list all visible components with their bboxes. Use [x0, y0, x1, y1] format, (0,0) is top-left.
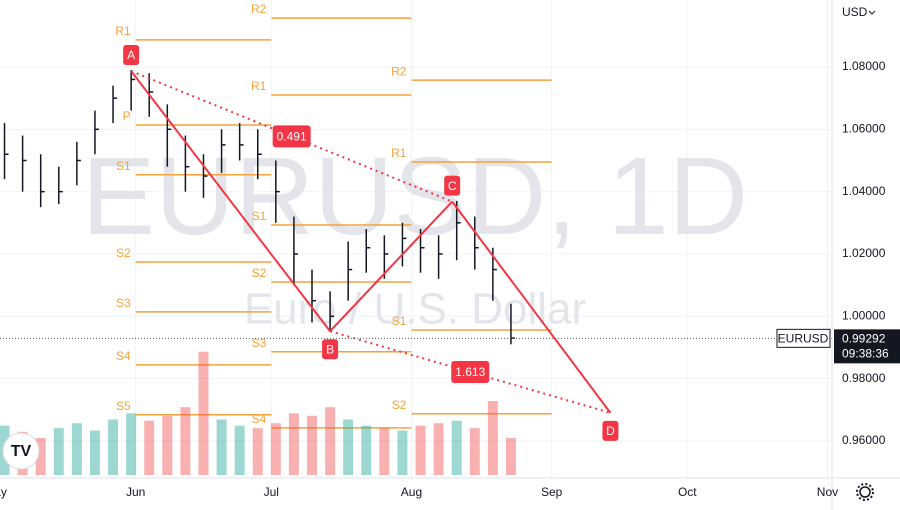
volume-bar — [89, 430, 100, 475]
volume-bar — [35, 438, 46, 475]
volume-bar — [270, 423, 281, 475]
volume-bar — [71, 423, 82, 475]
pivot-label: S2 — [252, 266, 267, 280]
volume-bar — [325, 407, 336, 475]
pivot-label: P — [123, 109, 131, 123]
volume-bar — [252, 428, 263, 475]
point-badge — [602, 420, 619, 441]
ratio-badge — [451, 361, 490, 384]
pivot-label: R1 — [391, 146, 407, 160]
pivot-label: S4 — [252, 412, 267, 426]
y-tick-label: 1.00000 — [842, 308, 886, 322]
volume-bar — [451, 420, 462, 475]
volume-bar — [234, 425, 245, 475]
point-label: B — [326, 342, 334, 356]
pattern-leg — [329, 200, 453, 332]
price-label: 0.99292 — [842, 332, 886, 346]
volume-bar — [307, 415, 317, 475]
ratio-badge — [272, 125, 311, 148]
volume-bar — [397, 430, 408, 475]
dropdown-icon[interactable] — [868, 10, 876, 15]
pivot-label: S1 — [116, 159, 131, 173]
pivot-label: S3 — [116, 296, 131, 310]
pivot-label: R1 — [251, 79, 267, 93]
volume-bar — [216, 419, 227, 475]
point-badge — [123, 45, 140, 66]
logo-circle — [2, 432, 40, 470]
logo: TV — [2, 432, 40, 470]
y-tick-label: 1.02000 — [842, 246, 886, 260]
y-tick-label: 1.04000 — [842, 184, 886, 198]
pivot-label: R1 — [115, 24, 131, 38]
y-tick-label: 1.08000 — [842, 59, 886, 73]
pattern-leg — [130, 70, 331, 332]
gear-teeth[interactable] — [856, 483, 874, 501]
volume-bar — [144, 420, 155, 475]
x-tick-label: Jul — [264, 485, 279, 499]
x-tick-label: Nov — [817, 485, 838, 499]
symbol-label: EURUSD — [778, 332, 829, 346]
volume-bar — [433, 423, 444, 475]
volume-bar — [361, 425, 372, 475]
point-label: D — [606, 424, 615, 438]
volume-bar — [343, 419, 354, 475]
pivot-label: S5 — [116, 399, 131, 413]
y-tick-label: 1.06000 — [842, 121, 886, 135]
watermark-description: Euro / U.S. Dollar — [244, 285, 586, 334]
volume-bar — [198, 351, 209, 475]
pivot-label: S1 — [392, 314, 407, 328]
x-tick-label: Sep — [541, 485, 563, 499]
x-tick-label: May — [0, 485, 7, 499]
x-tick-label: Aug — [401, 485, 422, 499]
volume-bar — [415, 425, 426, 475]
grid — [0, 0, 832, 478]
y-tick-label: 0.98000 — [842, 371, 886, 385]
point-label: A — [127, 48, 135, 62]
point-badge — [322, 339, 339, 360]
volume-bar — [379, 428, 390, 475]
volume-bar — [162, 415, 173, 475]
countdown-label: 09:38:36 — [842, 347, 889, 361]
volume-bar — [487, 401, 498, 475]
point-label: C — [448, 179, 457, 193]
ratio-line — [130, 70, 453, 203]
x-tick-label: Oct — [678, 485, 697, 499]
price-badge — [834, 329, 900, 364]
pivot-label: S2 — [392, 398, 407, 412]
pivot-label: S4 — [116, 349, 131, 363]
symbol-badge — [776, 328, 831, 348]
point-badge — [444, 175, 461, 196]
volume-bar — [469, 428, 480, 475]
volume-bar — [126, 413, 137, 475]
x-tick-label: Jun — [126, 485, 145, 499]
currency-button[interactable]: USD — [842, 5, 868, 19]
pattern-leg — [451, 201, 612, 414]
volume-bar — [505, 438, 516, 475]
pivot-label: S1 — [252, 209, 267, 223]
ratio-label: 1.613 — [455, 365, 485, 379]
ratio-label: 0.491 — [277, 129, 307, 143]
y-tick-label: 0.96000 — [842, 433, 886, 447]
pivot-label: S2 — [116, 246, 131, 260]
volume-bar — [53, 428, 64, 475]
pivot-label: R2 — [391, 64, 407, 78]
logo-text: TV — [11, 443, 32, 460]
volume-bar — [108, 419, 119, 475]
gear-icon[interactable] — [859, 486, 871, 498]
pivot-label: R2 — [251, 2, 267, 16]
volume-bar — [288, 413, 299, 475]
pivot-label: S3 — [252, 336, 267, 350]
settings-button[interactable] — [856, 483, 874, 501]
watermark: EURUSD, 1D — [82, 135, 748, 258]
volume-bar — [180, 407, 191, 475]
